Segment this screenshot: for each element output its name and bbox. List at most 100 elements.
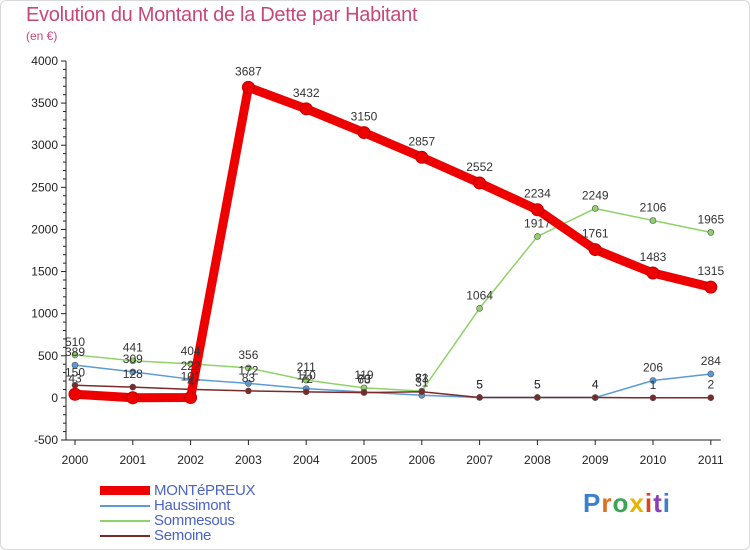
- legend-swatch: [100, 504, 150, 507]
- y-tick-label: 0: [51, 391, 58, 405]
- data-label: 1064: [466, 288, 493, 302]
- data-label: 309: [123, 352, 143, 366]
- data-label: 101: [181, 369, 201, 383]
- data-point: [245, 387, 252, 395]
- data-point: [415, 150, 429, 164]
- y-tick-label: 2000: [31, 222, 58, 236]
- legend-swatch: [100, 534, 150, 537]
- data-label: 110: [297, 369, 316, 383]
- x-tick-label: 2000: [62, 453, 89, 467]
- data-point: [129, 383, 137, 391]
- data-label: 2249: [582, 188, 609, 202]
- y-tick-label: 2500: [31, 180, 58, 194]
- legend-swatch: [100, 519, 150, 522]
- data-point: [588, 243, 602, 257]
- y-tick-label: -500: [34, 433, 58, 447]
- data-label: 83: [242, 371, 256, 385]
- y-tick-label: 500: [38, 349, 58, 363]
- legend-swatch: [100, 486, 150, 495]
- x-tick-label: 2004: [293, 453, 320, 467]
- data-label: 1761: [582, 227, 609, 241]
- data-label: 2234: [524, 187, 551, 201]
- data-point: [245, 380, 252, 387]
- data-point: [245, 364, 252, 372]
- data-point: [126, 391, 140, 405]
- data-label: 4: [592, 378, 599, 392]
- data-point: [302, 376, 310, 384]
- y-tick-label: 3000: [31, 138, 58, 152]
- data-label: 211: [297, 360, 316, 374]
- data-label: 2106: [640, 201, 667, 215]
- x-tick-label: 2011: [698, 453, 724, 467]
- x-tick-label: 2007: [466, 453, 493, 467]
- data-label: 70: [357, 372, 371, 386]
- data-label: 3687: [235, 64, 262, 78]
- data-point: [707, 370, 715, 378]
- y-tick-label: 3500: [31, 96, 58, 110]
- legend-label: Haussimont: [154, 497, 231, 514]
- logo-letter: x: [629, 488, 645, 518]
- data-point: [704, 280, 718, 294]
- data-label: 2: [707, 378, 714, 392]
- data-label: 1917: [524, 216, 551, 230]
- data-label: 128: [123, 367, 143, 381]
- data-label: 1483: [640, 250, 667, 264]
- data-point: [476, 394, 483, 401]
- logo-letter: i: [662, 488, 671, 518]
- x-tick-label: 2001: [119, 453, 146, 467]
- data-label: 5: [534, 377, 541, 391]
- data-label: 2552: [466, 160, 493, 174]
- data-point: [302, 388, 310, 396]
- data-point: [591, 205, 599, 212]
- data-point: [476, 304, 483, 312]
- axes: -500 0 500 1000 1500 2000 2500 3000 3500 4000 2000…: [31, 54, 724, 467]
- logo-letter: r: [601, 488, 613, 518]
- x-tick-label: 2003: [235, 453, 262, 467]
- data-label: 389: [65, 345, 85, 359]
- data-point: [241, 80, 255, 94]
- data-label: 4: [592, 378, 599, 392]
- data-point: [534, 394, 541, 401]
- data-point: [129, 357, 137, 365]
- data-point: [649, 217, 657, 224]
- data-label: 284: [701, 354, 721, 368]
- data-label: 206: [643, 361, 663, 375]
- data-label: 441: [123, 341, 143, 355]
- logo-letter: P: [583, 488, 602, 518]
- data-label: 63: [357, 373, 371, 387]
- data-point: [360, 389, 368, 396]
- x-tick-label: 2006: [408, 453, 435, 467]
- series-line: [74, 364, 712, 399]
- chart-subtitle: (en €): [26, 29, 58, 43]
- data-point: [71, 361, 79, 369]
- data-point: [418, 388, 426, 396]
- data-label: 4: [187, 375, 194, 389]
- series-line: [74, 207, 712, 392]
- x-tick-label: 2008: [524, 453, 551, 467]
- y-tick-label: 1000: [31, 307, 58, 321]
- x-tick-label: 2009: [582, 453, 609, 467]
- data-point: [129, 368, 137, 376]
- data-label: 5: [534, 377, 541, 391]
- data-label: 1965: [697, 212, 724, 226]
- data-point: [646, 266, 660, 280]
- data-point: [649, 377, 657, 384]
- data-label: 5: [476, 377, 483, 391]
- data-point: [591, 394, 599, 401]
- series-line: [70, 82, 716, 403]
- data-label: 1: [650, 378, 657, 392]
- data-point: [473, 176, 487, 190]
- data-label: 356: [238, 348, 258, 362]
- x-tick-label: 2005: [351, 453, 378, 467]
- data-label: 172: [238, 363, 258, 377]
- data-point: [707, 394, 715, 402]
- data-label: 150: [65, 365, 85, 379]
- x-tick-label: 2010: [640, 453, 667, 467]
- data-label: 222: [181, 359, 201, 373]
- logo-letter: o: [612, 488, 630, 518]
- data-point: [707, 229, 715, 236]
- series-line: [74, 384, 712, 399]
- data-label: 3432: [293, 86, 320, 100]
